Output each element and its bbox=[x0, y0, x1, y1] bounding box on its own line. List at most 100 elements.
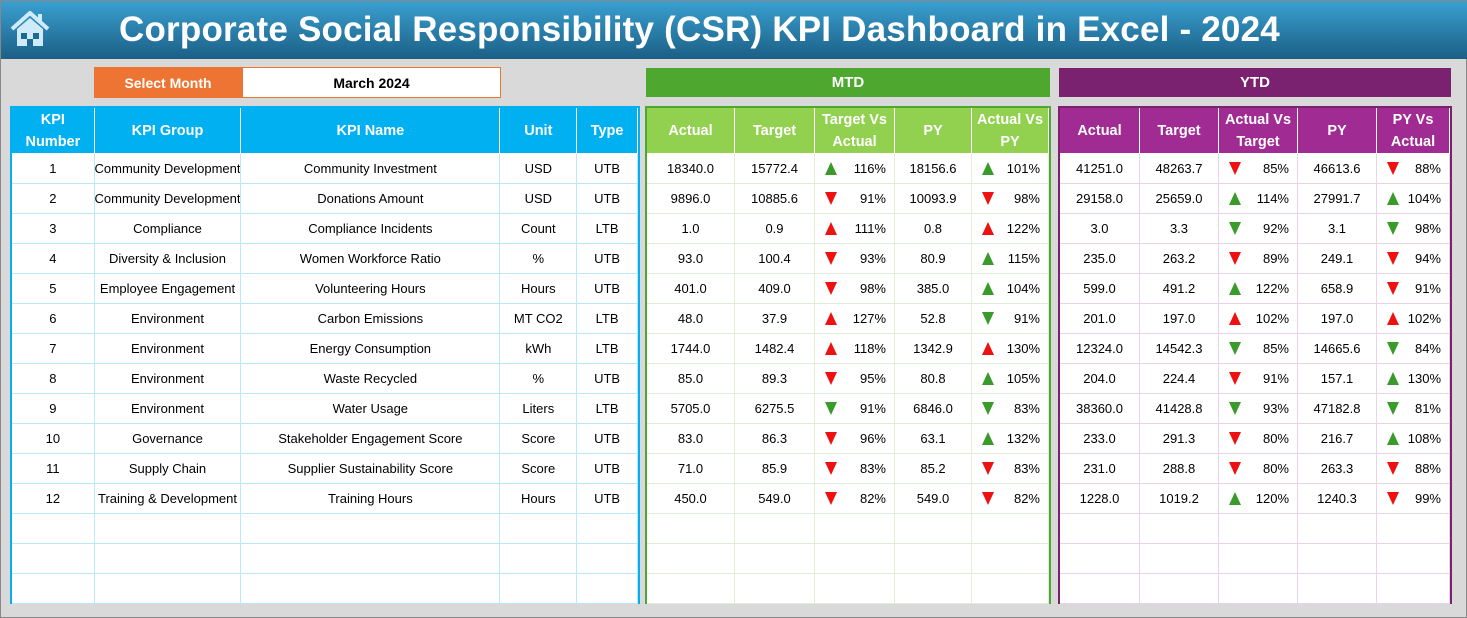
empty-row[interactable] bbox=[647, 514, 1049, 544]
column-header: Target Vs Actual bbox=[815, 108, 895, 154]
table-row[interactable]: 5705.0 6275.5 91% 6846.0 83% bbox=[647, 394, 1049, 424]
kpi-group-cell bbox=[94, 514, 242, 544]
table-row[interactable]: 6 Environment Carbon Emissions MT CO2 LTB bbox=[12, 304, 638, 334]
kpi-name-cell: Water Usage bbox=[241, 394, 501, 424]
kpi-number-cell: 2 bbox=[12, 184, 95, 214]
table-row[interactable]: 1 Community Development Community Investme… bbox=[12, 154, 638, 184]
empty-row[interactable] bbox=[12, 514, 638, 544]
table-row[interactable]: 231.0 288.8 80% 263.3 88% bbox=[1060, 454, 1450, 484]
table-row[interactable]: 201.0 197.0 102% 197.0 102% bbox=[1060, 304, 1450, 334]
mtd-actual-vs-py-cell: 83% bbox=[972, 454, 1049, 484]
empty-row[interactable] bbox=[1060, 544, 1450, 574]
table-row[interactable]: 41251.0 48263.7 85% 46613.6 88% bbox=[1060, 154, 1450, 184]
ytd-target-cell: 288.8 bbox=[1140, 454, 1219, 484]
kpi-name-cell: Carbon Emissions bbox=[241, 304, 501, 334]
mtd-target-vs-actual-cell: 98% bbox=[815, 274, 895, 304]
empty-row[interactable] bbox=[1060, 574, 1450, 604]
ytd-py-vs-actual-percent: 88% bbox=[1414, 460, 1441, 476]
kpi-number-cell bbox=[12, 574, 95, 604]
kpi-number-cell: 5 bbox=[12, 274, 95, 304]
table-row[interactable]: 9 Environment Water Usage Liters LTB bbox=[12, 394, 638, 424]
empty-row[interactable] bbox=[647, 544, 1049, 574]
table-row[interactable]: 12324.0 14542.3 85% 14665.6 84% bbox=[1060, 334, 1450, 364]
ytd-py-vs-actual-percent: 91% bbox=[1414, 280, 1441, 296]
mtd-py-cell: 1342.9 bbox=[895, 334, 972, 364]
table-row[interactable]: 93.0 100.4 93% 80.9 115% bbox=[647, 244, 1049, 274]
ytd-actual-cell: 3.0 bbox=[1060, 214, 1140, 244]
type-cell: LTB bbox=[577, 304, 638, 334]
table-row[interactable]: 29158.0 25659.0 114% 27991.7 104% bbox=[1060, 184, 1450, 214]
mtd-actual-cell: 18340.0 bbox=[647, 154, 735, 184]
triangle-down-icon bbox=[1387, 462, 1399, 475]
ytd-target-cell bbox=[1140, 544, 1219, 574]
unit-cell: Score bbox=[500, 454, 578, 484]
table-row[interactable]: 1744.0 1482.4 118% 1342.9 130% bbox=[647, 334, 1049, 364]
ytd-py-cell: 157.1 bbox=[1298, 364, 1377, 394]
table-row[interactable]: 3.0 3.3 92% 3.1 98% bbox=[1060, 214, 1450, 244]
table-row[interactable]: 235.0 263.2 89% 249.1 94% bbox=[1060, 244, 1450, 274]
kpi-name-cell: Donations Amount bbox=[241, 184, 501, 214]
mtd-target-vs-actual-cell: 111% bbox=[815, 214, 895, 244]
home-icon[interactable] bbox=[9, 9, 51, 49]
table-row[interactable]: 233.0 291.3 80% 216.7 108% bbox=[1060, 424, 1450, 454]
ytd-actual-cell: 29158.0 bbox=[1060, 184, 1140, 214]
kpi-group-cell: Governance bbox=[94, 424, 242, 454]
ytd-target-cell: 14542.3 bbox=[1140, 334, 1219, 364]
table-row[interactable]: 1228.0 1019.2 120% 1240.3 99% bbox=[1060, 484, 1450, 514]
kpi-name-cell: Stakeholder Engagement Score bbox=[241, 424, 501, 454]
triangle-down-icon bbox=[825, 432, 837, 445]
mtd-target-vs-actual-cell: 91% bbox=[815, 184, 895, 214]
table-row[interactable]: 450.0 549.0 82% 549.0 82% bbox=[647, 484, 1049, 514]
mtd-py-cell: 80.9 bbox=[895, 244, 972, 274]
ytd-py-vs-actual-percent: 108% bbox=[1407, 430, 1441, 446]
table-row[interactable]: 18340.0 15772.4 116% 18156.6 101% bbox=[647, 154, 1049, 184]
table-row[interactable]: 8 Environment Waste Recycled% UTB bbox=[12, 364, 638, 394]
column-header: Unit bbox=[500, 108, 578, 154]
mtd-actual-cell: 83.0 bbox=[647, 424, 735, 454]
ytd-py-cell: 216.7 bbox=[1298, 424, 1377, 454]
table-row[interactable]: 204.0 224.4 91% 157.1 130% bbox=[1060, 364, 1450, 394]
table-row[interactable]: 599.0 491.2 122% 658.9 91% bbox=[1060, 274, 1450, 304]
column-header: Actual bbox=[1060, 108, 1140, 154]
table-row[interactable]: 11 Supply Chain Supplier Sustainability Sc… bbox=[12, 454, 638, 484]
triangle-down-icon bbox=[1229, 222, 1241, 235]
ytd-py-vs-actual-percent: 98% bbox=[1414, 220, 1441, 236]
table-row[interactable]: 48.0 37.9 127% 52.8 91% bbox=[647, 304, 1049, 334]
table-row[interactable]: 71.0 85.9 83% 85.2 83% bbox=[647, 454, 1049, 484]
table-row[interactable]: 2 Community Development Donations Amount US… bbox=[12, 184, 638, 214]
mtd-target-cell bbox=[735, 574, 815, 604]
kpi-group-cell: Training & Development bbox=[94, 484, 242, 514]
table-row[interactable]: 38360.0 41428.8 93% 47182.8 81% bbox=[1060, 394, 1450, 424]
table-row[interactable]: 3 Compliance Compliance Incidents Count LTB bbox=[12, 214, 638, 244]
table-row[interactable]: 83.0 86.3 96% 63.1 132% bbox=[647, 424, 1049, 454]
table-row[interactable]: 4 Diversity & Inclusion Women Workforce Ra… bbox=[12, 244, 638, 274]
mtd-target-vs-actual-cell: 127% bbox=[815, 304, 895, 334]
mtd-target-vs-actual-cell bbox=[815, 514, 895, 544]
kpi-number-cell: 1 bbox=[12, 154, 95, 184]
kpi-number-cell bbox=[12, 514, 95, 544]
table-row[interactable]: 9896.0 10885.6 91% 10093.9 98% bbox=[647, 184, 1049, 214]
mtd-target-cell: 6275.5 bbox=[735, 394, 815, 424]
mtd-actual-cell bbox=[647, 544, 735, 574]
empty-row[interactable] bbox=[12, 544, 638, 574]
table-row[interactable]: 1.0 0.9 111% 0.8 122% bbox=[647, 214, 1049, 244]
mtd-target-cell: 549.0 bbox=[735, 484, 815, 514]
mtd-target-cell: 85.9 bbox=[735, 454, 815, 484]
table-row[interactable]: 85.0 89.3 95% 80.8 105% bbox=[647, 364, 1049, 394]
empty-row[interactable] bbox=[1060, 514, 1450, 544]
table-row[interactable]: 7 Environment Energy Consumption kWh LTB bbox=[12, 334, 638, 364]
ytd-actual-vs-target-percent: 122% bbox=[1255, 280, 1289, 296]
empty-row[interactable] bbox=[647, 574, 1049, 604]
table-row[interactable]: 5 Employee Engagement Volunteering Hours Ho… bbox=[12, 274, 638, 304]
ytd-actual-vs-target-cell: 120% bbox=[1219, 484, 1298, 514]
table-row[interactable]: 10 Governance Stakeholder Engagement Score… bbox=[12, 424, 638, 454]
column-header: KPI Name bbox=[241, 108, 501, 154]
table-row[interactable]: 401.0 409.0 98% 385.0 104% bbox=[647, 274, 1049, 304]
table-row[interactable]: 12 Training & Development Training Hours Ho… bbox=[12, 484, 638, 514]
month-dropdown[interactable]: March 2024 bbox=[242, 67, 501, 98]
kpi-name-cell: Community Investment bbox=[241, 154, 501, 184]
mtd-actual-vs-py-cell: 91% bbox=[972, 304, 1049, 334]
mtd-py-cell: 18156.6 bbox=[895, 154, 972, 184]
type-cell: UTB bbox=[577, 274, 638, 304]
empty-row[interactable] bbox=[12, 574, 638, 604]
